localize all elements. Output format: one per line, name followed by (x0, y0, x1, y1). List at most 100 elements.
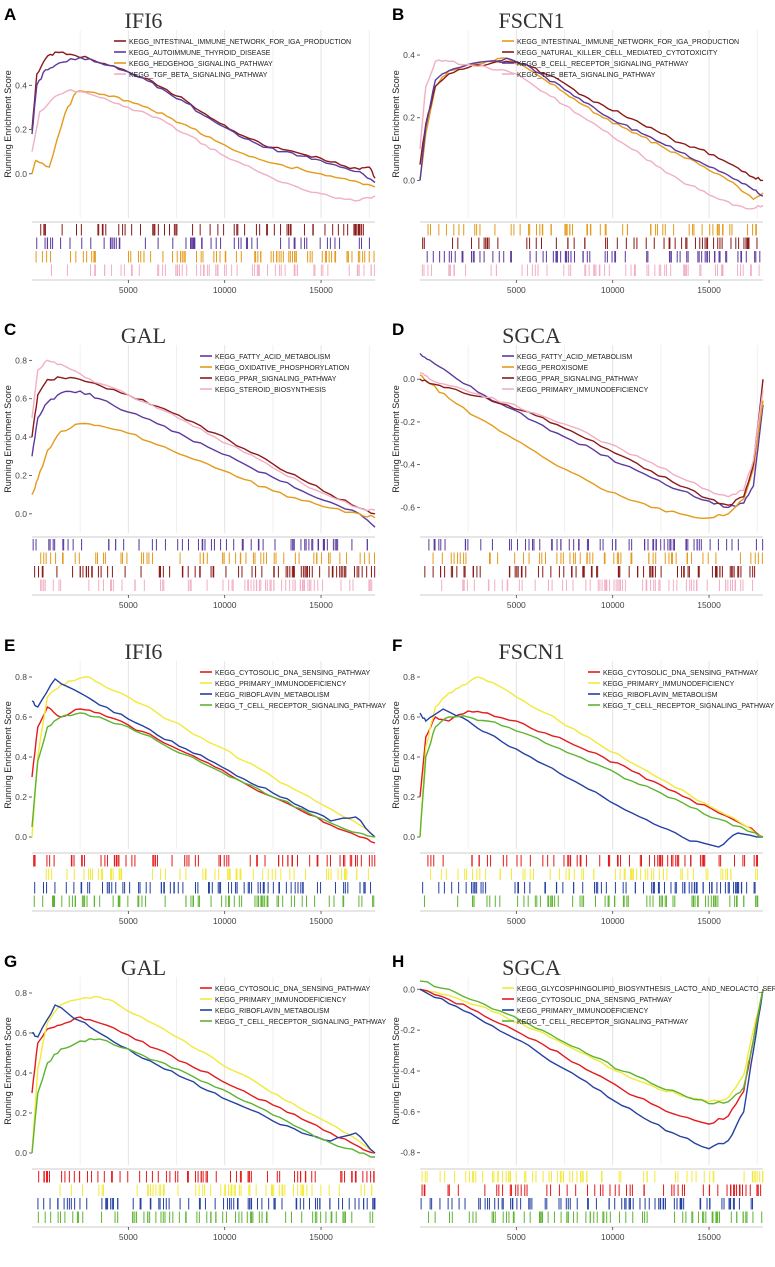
panel-b: B FSCN1 0.4 0.2 0.0 Running Enrichment Score K… (388, 0, 775, 320)
y-tick-label: 0.4 (403, 50, 415, 60)
x-tick-label: 10000 (213, 285, 237, 295)
legend-entry: KEGG_TGF_BETA_SIGNALING_PATHWAY (517, 72, 656, 79)
y-tick-label: -0.4 (400, 460, 415, 470)
y-axis-label: Running Enrichment Score (3, 701, 13, 809)
panel-letter: A (4, 5, 16, 24)
y-tick-label: 0.0 (15, 832, 27, 842)
legend-entry: KEGG_T_CELL_RECEPTOR_SIGNALING_PATHWAY (517, 1019, 688, 1026)
legend-entry: KEGG_T_CELL_RECEPTOR_SIGNALING_PATHWAY (215, 1019, 386, 1026)
y-tick-label: 0.4 (15, 752, 27, 762)
series-line (31, 712, 376, 838)
legend-entry: KEGG_PRIMARY_IMMUNODEFICIENCY (517, 387, 649, 394)
gsea-chart-g: G GAL 0.8 0.6 0.4 0.2 0.0 Running Enrichment Sc… (3, 952, 386, 1242)
y-axis-label: Running Enrichment Score (391, 70, 401, 178)
y-tick-label: 0.0 (403, 175, 415, 185)
x-tick-label: 15000 (697, 916, 721, 926)
series-line (419, 60, 763, 182)
y-tick-label: 0.8 (403, 672, 415, 682)
y-axis-label: Running Enrichment Score (391, 701, 401, 809)
gsea-chart-d: D SGCA 0.0 -0.2 -0.4 -0.6 Running Enrichment S… (391, 320, 764, 610)
x-tick-label: 5000 (119, 1232, 138, 1242)
y-tick-label: 0.6 (15, 712, 27, 722)
legend-entry: KEGG_RIBOFLAVIN_METABOLISM (215, 692, 330, 699)
series-line (31, 56, 376, 184)
series-line (419, 715, 764, 838)
panel-letter: B (392, 5, 404, 24)
panel-c: C GAL 0.8 0.6 0.4 0.2 0.0 Running Enrichment Sc… (0, 315, 387, 635)
y-tick-label: 0.6 (403, 712, 415, 722)
y-tick-label: 0.0 (403, 374, 415, 384)
series-line (31, 51, 376, 179)
y-tick-label: -0.6 (400, 1107, 415, 1117)
series-line (31, 88, 376, 202)
y-tick-label: -0.6 (400, 502, 415, 512)
x-tick-label: 15000 (697, 1232, 721, 1242)
y-tick-label: 0.2 (403, 113, 415, 123)
x-tick-label: 5000 (119, 285, 138, 295)
legend-entry: KEGG_PRIMARY_IMMUNODEFICIENCY (215, 997, 347, 1004)
legend-entry: KEGG_CYTOSOLIC_DNA_SENSING_PATHWAY (215, 986, 371, 993)
y-axis-label: Running Enrichment Score (391, 1017, 401, 1125)
series-line (31, 376, 376, 515)
legend-entry: KEGG_TGF_BETA_SIGNALING_PATHWAY (129, 72, 268, 79)
y-tick-label: 0.4 (403, 752, 415, 762)
x-tick-label: 15000 (309, 285, 333, 295)
gsea-chart-f: F FSCN1 0.8 0.6 0.4 0.2 0.0 Running Enrichment … (391, 636, 774, 926)
series-line (31, 390, 376, 528)
series-line (419, 708, 764, 848)
legend-entry: KEGG_PPAR_SIGNALING_PATHWAY (517, 376, 639, 383)
series-line (31, 995, 376, 1154)
series-line (419, 59, 764, 210)
legend-entry: KEGG_INTESTINAL_IMMUNE_NETWORK_FOR_IGA_P… (129, 39, 351, 46)
legend-entry: KEGG_RIBOFLAVIN_METABOLISM (215, 1008, 330, 1015)
x-tick-label: 15000 (309, 916, 333, 926)
series-line (419, 372, 764, 498)
panel-letter: G (4, 952, 17, 971)
legend-entry: KEGG_RIBOFLAVIN_METABOLISM (603, 692, 718, 699)
y-tick-label: 0.2 (15, 125, 27, 135)
x-tick-label: 10000 (601, 1232, 625, 1242)
series-line (31, 1016, 376, 1154)
legend-entry: KEGG_CYTOSOLIC_DNA_SENSING_PATHWAY (517, 997, 673, 1004)
x-tick-label: 10000 (213, 916, 237, 926)
x-tick-label: 5000 (119, 916, 138, 926)
x-tick-label: 15000 (309, 1232, 333, 1242)
panel-d: D SGCA 0.0 -0.2 -0.4 -0.6 Running Enrichment S… (388, 315, 775, 635)
x-tick-label: 5000 (507, 1232, 526, 1242)
series-line (31, 705, 376, 844)
x-tick-label: 15000 (697, 600, 721, 610)
y-tick-label: 0.8 (15, 672, 27, 682)
chart-title: SGCA (502, 955, 561, 980)
legend-entry: KEGG_T_CELL_RECEPTOR_SIGNALING_PATHWAY (603, 703, 774, 710)
y-axis-label: Running Enrichment Score (391, 385, 401, 493)
y-tick-label: 0.8 (15, 355, 27, 365)
legend-entry: KEGG_T_CELL_RECEPTOR_SIGNALING_PATHWAY (215, 703, 386, 710)
y-tick-label: -0.2 (400, 417, 415, 427)
y-tick-label: 0.0 (403, 984, 415, 994)
series-line (419, 57, 764, 197)
series-line (31, 676, 376, 838)
series-line (31, 1037, 375, 1158)
legend-entry: KEGG_PRIMARY_IMMUNODEFICIENCY (215, 681, 347, 688)
legend-entry: KEGG_INTESTINAL_IMMUNE_NETWORK_FOR_IGA_P… (517, 39, 739, 46)
y-tick-label: 0.6 (15, 394, 27, 404)
chart-title: SGCA (502, 323, 561, 348)
legend-entry: KEGG_GLYCOSPHINGOLIPID_BIOSYNTHESIS_LACT… (517, 986, 775, 993)
series-line (419, 676, 764, 838)
y-axis-label: Running Enrichment Score (3, 1017, 13, 1125)
x-tick-label: 5000 (507, 916, 526, 926)
panel-letter: D (392, 320, 404, 339)
y-tick-label: 0.0 (15, 169, 27, 179)
y-tick-label: 0.2 (15, 1108, 27, 1118)
y-tick-label: 0.0 (403, 832, 415, 842)
y-tick-label: 0.4 (15, 1068, 27, 1078)
y-tick-label: 0.2 (15, 470, 27, 480)
x-tick-label: 5000 (119, 600, 138, 610)
y-tick-label: 0.2 (403, 792, 415, 802)
legend-entry: KEGG_PEROXISOME (517, 365, 589, 372)
chart-title: FSCN1 (498, 8, 564, 33)
panel-h: H SGCA 0.0 -0.2 -0.4 -0.6 -0.8 Running Enrichme… (388, 947, 775, 1267)
gsea-chart-h: H SGCA 0.0 -0.2 -0.4 -0.6 -0.8 Running Enrichme… (391, 952, 775, 1242)
